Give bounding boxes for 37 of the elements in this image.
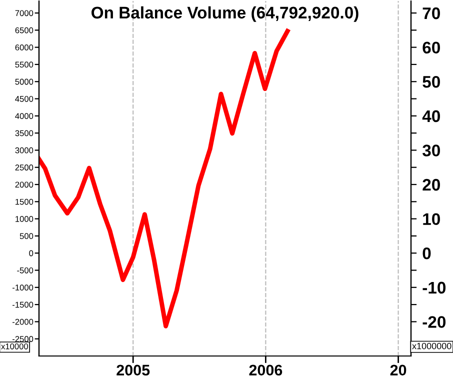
y-tick-label: 1000 (16, 216, 34, 222)
y-tick-label: 3500 (15, 130, 34, 136)
x-tick-label: 2006 (249, 364, 282, 376)
y-tick-label: 3000 (15, 147, 34, 154)
chart-title: On Balance Volume (64,792,920.0) (92, 6, 358, 22)
y-tick-label: 0 (29, 250, 34, 256)
y2-tick-label: 20 (422, 178, 440, 191)
y2-tick-label: 40 (422, 110, 440, 122)
y2-tick-label: 30 (422, 144, 440, 156)
y2-tick-label: 60 (422, 42, 440, 54)
y-tick-label: 500 (20, 233, 34, 240)
y-tick-label: 6500 (15, 27, 34, 34)
y-tick-label: 4500 (15, 96, 34, 102)
y-tick-label: 7000 (15, 10, 34, 16)
text: x10000 (1, 343, 28, 350)
y-tick-label: 5000 (15, 78, 34, 85)
y-tick-label: 1500 (16, 198, 34, 205)
y2-tick-label: -20 (422, 316, 446, 328)
y-tick-label: -500 (17, 267, 34, 274)
line-series (39, 28, 290, 328)
text: x1000000 (412, 342, 452, 350)
y-tick-label: 2500 (15, 164, 34, 170)
y2-tick-label: 10 (423, 213, 440, 226)
y2-tick-label: -10 (422, 282, 446, 294)
y2-tick-label: 0 (422, 248, 431, 260)
y-tick-label: 6000 (15, 44, 34, 50)
y-tick-label: 5500 (15, 62, 34, 68)
y-tick-label: -1500 (12, 302, 34, 308)
y-tick-label: -2500 (12, 336, 34, 342)
y2-tick-label: 70 (422, 7, 440, 20)
y-tick-label: -2000 (12, 318, 34, 325)
y2-tick-label: 50 (422, 76, 440, 88)
x-tick-label: 2005 (116, 364, 150, 376)
y-tick-label: 4000 (15, 113, 34, 120)
y-tick-label: -1000 (12, 284, 34, 291)
y-tick-label: 2000 (15, 182, 34, 188)
x-tick-label: 20 (390, 364, 406, 376)
